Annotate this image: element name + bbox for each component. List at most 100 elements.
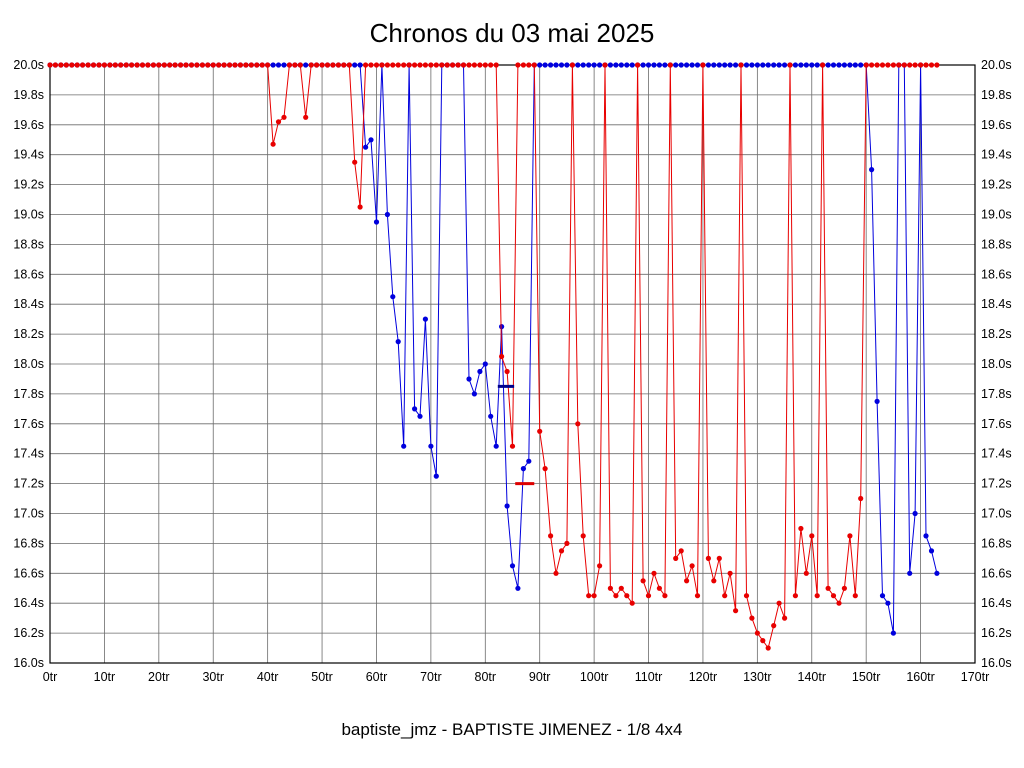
- blue-series-point: [363, 144, 369, 150]
- y-tick-label-left: 19.4s: [13, 148, 44, 162]
- blue-series-point: [488, 413, 494, 419]
- blue-series-point: [564, 62, 570, 68]
- blue-series-point: [765, 62, 771, 68]
- blue-series-point: [373, 219, 380, 225]
- y-tick-label-right: 19.8s: [981, 88, 1012, 102]
- red-series-point: [101, 62, 107, 68]
- red-series-point: [727, 570, 733, 576]
- blue-series-point: [814, 62, 820, 68]
- blue-series-point: [422, 316, 428, 322]
- red-series-point: [363, 62, 369, 68]
- red-series-point: [259, 62, 265, 68]
- x-tick-label: 10tr: [94, 670, 116, 684]
- red-series-point: [237, 62, 243, 68]
- blue-series-point: [466, 376, 472, 382]
- blue-series-point: [825, 62, 831, 68]
- blue-series-point: [678, 62, 684, 68]
- y-tick-label-right: 16.2s: [981, 626, 1012, 640]
- red-series-point: [575, 421, 581, 427]
- blue-series-point: [776, 62, 782, 68]
- red-series-point: [303, 114, 309, 120]
- blue-series-point: [885, 600, 891, 606]
- red-series-point: [814, 593, 820, 599]
- y-tick-label-left: 19.2s: [13, 178, 44, 192]
- y-tick-label-right: 18.6s: [981, 267, 1012, 281]
- red-series-point: [406, 62, 412, 68]
- blue-series-point: [923, 533, 929, 539]
- y-tick-label-right: 20.0s: [981, 58, 1012, 72]
- red-series-point: [346, 62, 352, 68]
- red-series-point: [918, 62, 924, 68]
- red-series-point: [515, 62, 521, 68]
- red-series-point: [58, 62, 64, 68]
- blue-series-point: [477, 368, 483, 375]
- blue-series-point: [684, 62, 690, 68]
- red-series-point: [314, 62, 320, 68]
- red-series-point: [243, 62, 249, 68]
- red-series-point: [656, 585, 663, 591]
- red-series-point: [96, 62, 102, 68]
- y-tick-label-left: 17.2s: [13, 477, 44, 491]
- y-tick-label-left: 19.8s: [13, 88, 44, 102]
- red-series-point: [460, 62, 467, 68]
- y-tick-label-right: 16.8s: [981, 536, 1012, 550]
- red-series-point: [139, 62, 146, 68]
- blue-series-point: [275, 62, 282, 68]
- red-series-point: [112, 62, 118, 68]
- blue-series-point: [281, 62, 287, 68]
- x-tick-label: 120tr: [689, 670, 718, 684]
- x-tick-label: 100tr: [580, 670, 609, 684]
- red-series-point: [205, 62, 211, 68]
- blue-series-point: [586, 62, 592, 68]
- red-series-point: [493, 62, 499, 68]
- red-series-point: [809, 533, 815, 539]
- blue-series-point: [580, 62, 586, 68]
- red-series-point: [640, 578, 646, 584]
- red-series-point: [227, 62, 233, 68]
- red-series-point: [803, 570, 809, 576]
- blue-series-point: [575, 62, 581, 68]
- red-series-point: [858, 495, 864, 502]
- blue-series-point: [841, 62, 848, 68]
- red-series-point: [787, 62, 793, 68]
- red-series-point: [254, 62, 260, 68]
- blue-series-point: [673, 62, 679, 68]
- red-series-point: [118, 62, 124, 68]
- red-series-point: [188, 62, 195, 68]
- red-series-point: [477, 62, 483, 68]
- red-series-point: [700, 62, 706, 68]
- red-series-point: [754, 630, 761, 636]
- y-tick-label-left: 17.4s: [13, 447, 44, 461]
- red-series-point: [890, 62, 897, 68]
- red-series-point: [733, 608, 739, 614]
- red-series-point: [178, 62, 184, 68]
- y-tick-label-left: 18.2s: [13, 327, 44, 341]
- red-series-point: [281, 114, 287, 120]
- red-series-point: [537, 428, 543, 434]
- blue-series-point: [607, 62, 614, 68]
- red-series-point: [373, 62, 380, 68]
- red-series-point: [749, 615, 755, 621]
- blue-series-point: [515, 585, 521, 591]
- chart-title: Chronos du 03 mai 2025: [369, 18, 655, 48]
- plot-border: [49, 64, 976, 664]
- blue-series-point: [771, 62, 777, 68]
- blue-series-point: [733, 62, 739, 68]
- y-tick-label-right: 18.0s: [981, 357, 1012, 371]
- blue-series-point: [499, 324, 505, 330]
- red-series-point: [395, 62, 401, 68]
- red-series-point: [586, 593, 592, 599]
- y-tick-label-right: 16.4s: [981, 596, 1012, 610]
- x-tick-label: 110tr: [635, 670, 663, 684]
- red-series-point: [428, 62, 434, 68]
- blue-series-point: [591, 62, 597, 68]
- red-series-point: [635, 62, 641, 68]
- blue-series-point: [852, 62, 858, 68]
- red-series-point: [450, 62, 456, 68]
- red-series-point: [798, 525, 804, 532]
- red-series-point: [841, 585, 848, 591]
- blue-series-point: [624, 62, 630, 68]
- red-series-point: [613, 593, 619, 599]
- red-series-point: [901, 62, 907, 68]
